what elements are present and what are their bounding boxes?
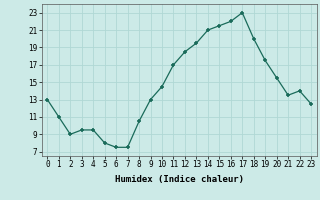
X-axis label: Humidex (Indice chaleur): Humidex (Indice chaleur) — [115, 175, 244, 184]
